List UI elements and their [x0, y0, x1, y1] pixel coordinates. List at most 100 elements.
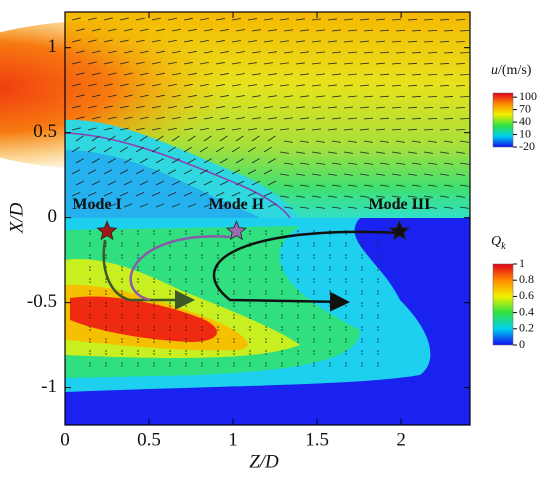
flow-vector — [295, 128, 305, 131]
flow-vector — [439, 85, 450, 87]
flow-vector — [391, 151, 401, 154]
flow-vector — [231, 146, 240, 153]
flow-vector — [283, 117, 293, 120]
flow-vector — [327, 151, 337, 154]
flow-vector — [443, 162, 453, 165]
flow-vector — [87, 83, 97, 87]
flow-vector — [343, 62, 353, 65]
flow-vector — [183, 146, 192, 153]
flow-vector — [123, 72, 133, 76]
flow-vector — [455, 173, 465, 176]
flow-vector — [331, 95, 341, 98]
flow-vector — [427, 162, 437, 165]
flow-vector — [123, 116, 133, 120]
flow-vector — [203, 158, 212, 164]
colorbar-label-part: /(m/s) — [498, 63, 532, 78]
flow-vector — [443, 74, 454, 76]
flow-vector — [279, 151, 289, 154]
flow-vector — [347, 73, 357, 76]
flow-vector — [247, 146, 256, 153]
flow-vector — [279, 40, 289, 43]
flow-vector — [247, 62, 257, 65]
flow-vector — [171, 158, 180, 164]
y-tick-label: 0.5 — [33, 121, 57, 142]
flow-vector — [235, 51, 245, 54]
flow-vector — [71, 83, 81, 87]
flow-vector — [375, 84, 385, 87]
flow-vector — [199, 17, 209, 21]
flow-vector — [123, 50, 133, 54]
flow-vector — [151, 192, 161, 197]
flow-vector — [395, 206, 405, 209]
flow-vector — [375, 195, 385, 198]
flow-vector — [411, 162, 421, 165]
flow-vector — [203, 94, 213, 98]
flow-vector — [155, 28, 165, 32]
flow-vector — [103, 61, 113, 65]
flow-vector — [299, 206, 309, 209]
flow-vector — [87, 169, 97, 175]
flow-vector — [267, 29, 277, 32]
flow-vector — [359, 40, 369, 43]
flow-vector — [363, 117, 373, 120]
flow-vector — [283, 140, 293, 143]
flow-vector — [87, 146, 96, 153]
flow-vector — [87, 127, 97, 131]
flow-vector — [411, 73, 422, 76]
flow-vector — [247, 106, 257, 109]
flow-vector — [71, 61, 81, 65]
flow-vector — [171, 203, 181, 208]
flow-vector — [203, 50, 213, 54]
flow-vector — [379, 184, 389, 187]
x-tick-label: 0 — [60, 429, 70, 450]
flow-vector — [347, 29, 357, 32]
flow-vector — [359, 62, 369, 65]
flow-vector — [311, 173, 321, 176]
flow-vector — [327, 40, 337, 43]
flow-vector — [75, 72, 85, 76]
flow-vector — [71, 105, 81, 109]
flow-vector — [107, 94, 117, 98]
flow-vector — [443, 118, 454, 120]
flow-vector — [315, 73, 325, 76]
flow-vector — [375, 173, 385, 176]
flow-vector — [283, 29, 293, 32]
flow-vector — [299, 95, 309, 98]
flow-vector — [231, 62, 241, 65]
flow-vector — [203, 135, 212, 142]
flow-vector — [279, 106, 289, 109]
flow-vector — [231, 192, 241, 197]
mode-star — [96, 220, 118, 241]
flow-vector — [379, 95, 389, 98]
flow-vector — [251, 135, 260, 142]
flow-vector — [267, 135, 276, 142]
flow-vector — [231, 106, 241, 109]
flow-vector — [155, 135, 164, 142]
flow-vector — [107, 50, 117, 54]
flow-vector — [247, 192, 257, 197]
colorbar-label-part: u — [491, 63, 498, 78]
flow-vector — [171, 28, 181, 32]
flow-vector — [267, 180, 277, 186]
flow-vector — [247, 128, 257, 131]
flow-vector — [375, 18, 385, 21]
flow-vector — [119, 83, 129, 87]
flow-vector — [215, 62, 225, 65]
flow-vector — [311, 62, 321, 65]
flow-vector — [427, 117, 438, 120]
flow-vector — [411, 95, 422, 98]
x-tick-label: 1 — [228, 429, 238, 450]
flow-vector — [155, 158, 164, 164]
flow-vector — [139, 180, 149, 186]
flow-vector — [395, 117, 406, 120]
flow-vector — [187, 94, 197, 98]
mode-label: Mode II — [209, 196, 265, 213]
flow-vector — [263, 106, 273, 109]
flow-vector — [343, 40, 353, 43]
flow-vector — [331, 140, 341, 143]
flow-vector — [151, 146, 160, 153]
flow-vector — [183, 39, 193, 43]
flow-vector — [251, 203, 261, 208]
colorbar-label-part: Q — [491, 234, 501, 249]
flow-vector — [91, 116, 101, 120]
